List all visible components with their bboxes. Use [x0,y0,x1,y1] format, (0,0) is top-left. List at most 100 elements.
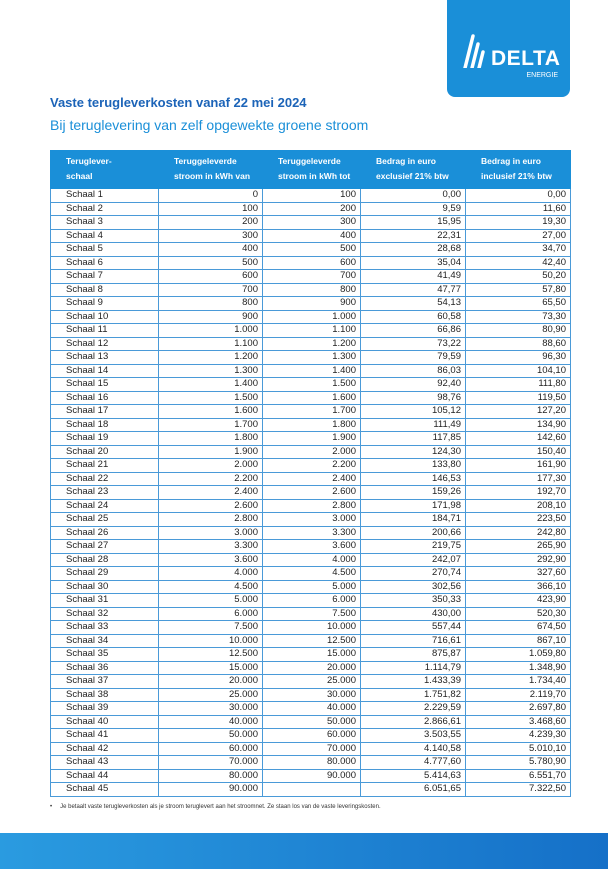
table-cell: 270,74 [360,566,466,581]
table-cell: 161,90 [465,458,571,473]
table-row: Schaal 38 25.000 30.000 1.751,82 2.119,70 [50,687,571,702]
table-row: Schaal 21 2.000 2.200 133,80 161,90 [50,458,571,473]
table-cell: Schaal 44 [50,768,159,783]
table-cell: 3.300 [262,525,361,540]
table-cell: Schaal 21 [50,458,159,473]
table-cell: 2.229,59 [360,701,466,716]
table-row: Schaal 14 1.300 1.400 86,03 104,10 [50,363,571,378]
table-cell: 96,30 [465,350,571,365]
table-cell: Schaal 4 [50,228,159,243]
table-cell: 7.500 [158,620,263,635]
table-row: Schaal 28 3.600 4.000 242,07 292,90 [50,552,571,567]
table-cell: 90.000 [262,768,361,783]
table-cell: Schaal 38 [50,687,159,702]
table-cell: 1.734,40 [465,674,571,689]
table-cell: 242,07 [360,552,466,567]
table-row: Schaal 40 40.000 50.000 2.866,61 3.468,60 [50,714,571,729]
table-cell: 366,10 [465,579,571,594]
table-cell: 600 [158,269,263,284]
logo-icon [463,34,485,68]
table-cell: 20.000 [158,674,263,689]
table-cell: 60.000 [158,741,263,756]
table-row: Schaal 24 2.600 2.800 171,98 208,10 [50,498,571,513]
table-row: Schaal 25 2.800 3.000 184,71 223,50 [50,512,571,527]
table-cell: 27,00 [465,228,571,243]
table-cell: 700 [158,282,263,297]
table-cell: 15.000 [262,647,361,662]
table-row: Schaal 17 1.600 1.700 105,12 127,20 [50,404,571,419]
column-header: Teruggeleverde stroom in kWh van [158,150,263,189]
table-cell: 1.400 [158,377,263,392]
table-cell: 28,68 [360,242,466,257]
table-cell: 3.468,60 [465,714,571,729]
table-row: Schaal 10 900 1.000 60,58 73,30 [50,309,571,324]
table-cell: 80.000 [158,768,263,783]
table-cell: 1.100 [262,323,361,338]
table-cell: Schaal 45 [50,782,159,797]
table-cell: 50.000 [158,728,263,743]
table-cell: 150,40 [465,444,571,459]
table-cell: 400 [262,228,361,243]
table-cell: 124,30 [360,444,466,459]
title: Vaste terugleverkosten vanaf 22 mei 2024 [50,95,307,110]
table-cell: 15.000 [158,660,263,675]
table-cell: 3.503,55 [360,728,466,743]
table-cell: 177,30 [465,471,571,486]
table-cell: Schaal 18 [50,417,159,432]
table-cell: 90.000 [158,782,263,797]
table-cell: 2.800 [158,512,263,527]
table-cell: 800 [158,296,263,311]
table-cell: 200 [262,201,361,216]
table-cell: Schaal 17 [50,404,159,419]
column-header: Teruggeleverde stroom in kWh tot [262,150,361,189]
table-cell: 1.348,90 [465,660,571,675]
table-cell: 192,70 [465,485,571,500]
table-cell: Schaal 12 [50,336,159,351]
table-row: Schaal 23 2.400 2.600 159,26 192,70 [50,485,571,500]
table-cell: 10.000 [262,620,361,635]
table-cell: 6.000 [262,593,361,608]
table-cell: 1.800 [158,431,263,446]
table-cell: 500 [158,255,263,270]
table-row: Schaal 20 1.900 2.000 124,30 150,40 [50,444,571,459]
table-cell: Schaal 14 [50,363,159,378]
table-cell: 6.051,65 [360,782,466,797]
table-cell: 88,60 [465,336,571,351]
table-row: Schaal 16 1.500 1.600 98,76 119,50 [50,390,571,405]
table-cell: Schaal 29 [50,566,159,581]
table-cell: 423,90 [465,593,571,608]
table-cell: 2.200 [262,458,361,473]
table-row: Schaal 15 1.400 1.500 92,40 111,80 [50,377,571,392]
tariff-table: Teruglever- schaal Teruggeleverde stroom … [50,150,571,797]
table-cell: 12.500 [158,647,263,662]
table-cell: 1.500 [158,390,263,405]
table-cell: 60.000 [262,728,361,743]
table-cell: 11,60 [465,201,571,216]
table-cell: 159,26 [360,485,466,500]
table-cell: 300 [158,228,263,243]
table-row: Schaal 30 4.500 5.000 302,56 366,10 [50,579,571,594]
table-cell: 117,85 [360,431,466,446]
table-cell: 25.000 [262,674,361,689]
table-row: Schaal 36 15.000 20.000 1.114,79 1.348,90 [50,660,571,675]
table-cell: 60,58 [360,309,466,324]
table-cell: Schaal 33 [50,620,159,635]
table-cell: 200,66 [360,525,466,540]
table-cell: 1.700 [158,417,263,432]
table-row: Schaal 27 3.300 3.600 219,75 265,90 [50,539,571,554]
table-cell: Schaal 25 [50,512,159,527]
footnote: • Je betaalt vaste terugleverkosten als j… [50,804,381,810]
table-cell: 134,90 [465,417,571,432]
table-row: Schaal 4 300 400 22,31 27,00 [50,228,571,243]
table-cell: 100 [158,201,263,216]
table-row: Schaal 22 2.200 2.400 146,53 177,30 [50,471,571,486]
table-cell: 73,30 [465,309,571,324]
table-cell: 600 [262,255,361,270]
table-cell: Schaal 28 [50,552,159,567]
logo-name: DELTA [491,47,561,70]
table-row: Schaal 3 200 300 15,95 19,30 [50,215,571,230]
table-cell: 2.697,80 [465,701,571,716]
table-cell: 0 [158,188,263,203]
table-cell: 111,80 [465,377,571,392]
table-cell: 2.000 [262,444,361,459]
